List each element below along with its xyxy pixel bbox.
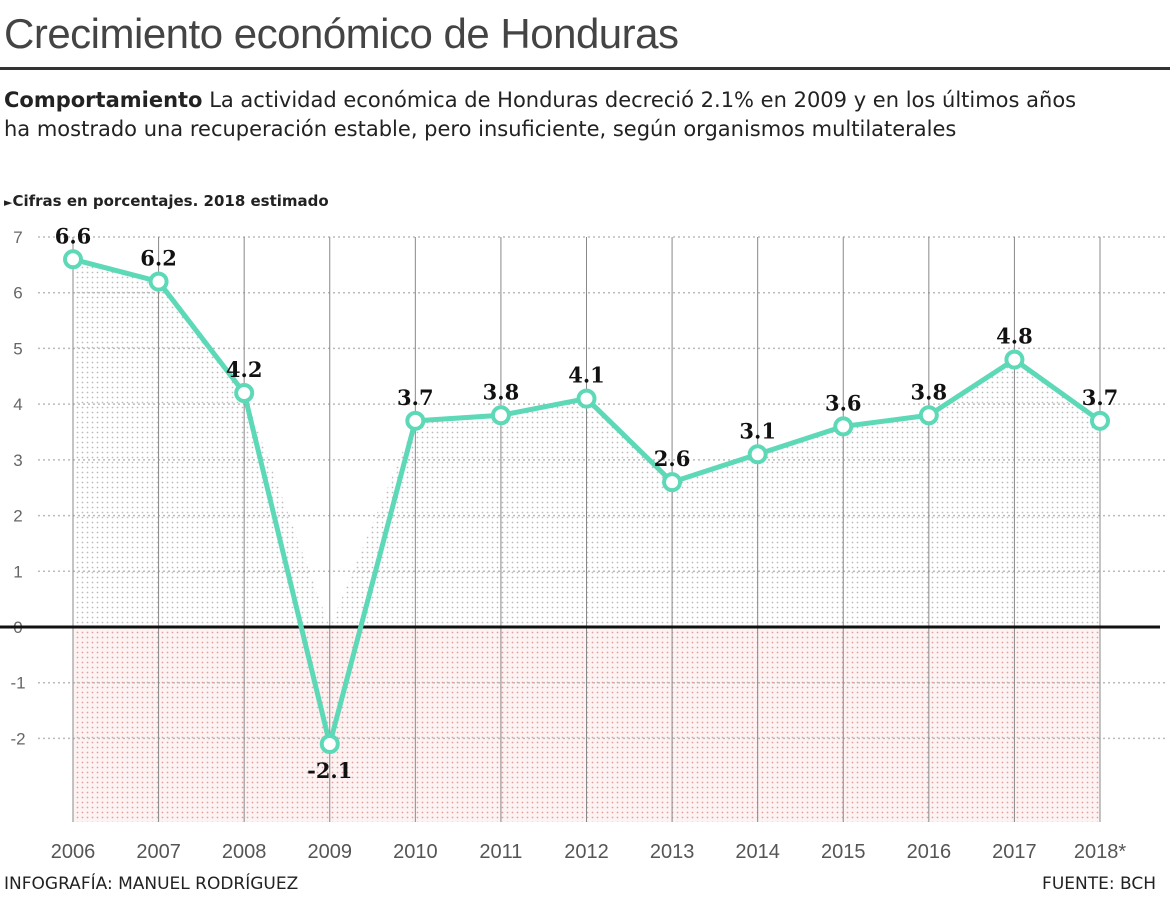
data-point — [1090, 410, 1110, 431]
x-tick-label: 2013 — [650, 841, 695, 863]
x-tick-label: 2014 — [735, 841, 780, 863]
data-label: 2.6 — [654, 446, 691, 471]
data-point — [148, 271, 169, 292]
y-tick-label: 7 — [13, 228, 22, 247]
data-label: 3.1 — [739, 418, 776, 443]
data-point — [490, 405, 511, 426]
y-tick-label: 6 — [13, 284, 22, 303]
data-label: 3.7 — [1082, 385, 1119, 410]
data-label: 4.2 — [226, 357, 263, 382]
y-tick-label: 1 — [13, 562, 22, 581]
data-label: 6.6 — [55, 223, 92, 248]
x-tick-label: 2015 — [821, 841, 866, 863]
data-point — [833, 416, 854, 437]
x-tick-label: 2017 — [992, 841, 1037, 863]
x-tick-label: 2011 — [479, 841, 522, 863]
data-point — [576, 388, 597, 409]
data-point — [234, 383, 255, 403]
note-text: Cifras en porcentajes. 2018 estimado — [12, 192, 329, 210]
x-tick-label: 2006 — [51, 841, 96, 863]
x-tick-label: 2009 — [308, 841, 353, 863]
data-point — [918, 405, 939, 426]
data-label: 6.2 — [140, 246, 177, 271]
data-label: -2.1 — [307, 758, 352, 783]
chart-note: ►Cifras en porcentajes. 2018 estimado — [4, 192, 329, 210]
y-tick-label: -2 — [10, 729, 25, 748]
data-point — [1004, 349, 1025, 370]
y-tick-label: 5 — [13, 339, 22, 358]
data-label: 3.8 — [483, 379, 520, 404]
triangle-bullet-icon: ► — [4, 196, 13, 209]
y-tick-label: 4 — [13, 395, 22, 414]
title-divider — [0, 67, 1170, 70]
data-point — [405, 410, 426, 431]
description-text: La actividad económica de Honduras decre… — [4, 88, 1077, 141]
credit: INFOGRAFÍA: MANUEL RODRÍGUEZ — [4, 874, 299, 894]
data-label: 3.8 — [911, 379, 948, 404]
description-lead: Comportamiento — [4, 88, 203, 112]
data-label: 3.7 — [397, 385, 434, 410]
chart-title: Crecimiento económico de Honduras — [4, 10, 679, 57]
x-tick-label: 2010 — [393, 841, 438, 863]
source: FUENTE: BCH — [1042, 874, 1156, 894]
x-tick-label: 2016 — [907, 841, 952, 863]
data-point — [63, 249, 83, 270]
x-tick-label: 2008 — [222, 841, 267, 863]
y-tick-label: 3 — [13, 451, 22, 470]
data-point — [662, 472, 683, 493]
data-label: 4.1 — [568, 363, 605, 388]
data-point — [747, 444, 768, 465]
x-tick-label: 2007 — [136, 841, 181, 863]
y-tick-label: -1 — [10, 674, 25, 693]
data-label: 3.6 — [825, 390, 862, 415]
x-tick-label: 2012 — [564, 841, 609, 863]
x-tick-label: 2018* — [1074, 841, 1126, 863]
data-point — [319, 734, 340, 754]
y-tick-label: 2 — [13, 507, 22, 526]
chart-description: Comportamiento La actividad económica de… — [4, 86, 1104, 144]
data-label: 4.8 — [996, 324, 1033, 349]
